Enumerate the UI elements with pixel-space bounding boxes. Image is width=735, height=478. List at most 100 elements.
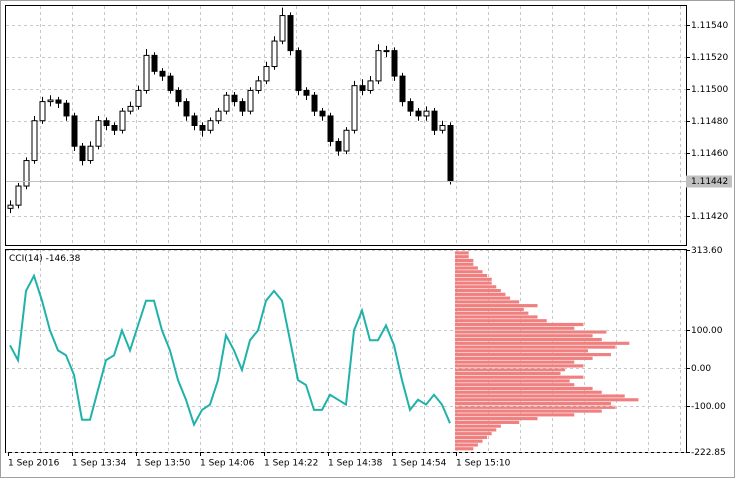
candle-body: [343, 129, 350, 152]
candle-body: [415, 110, 422, 117]
candle-body: [399, 75, 406, 103]
candle-body: [223, 94, 230, 112]
candle-body: [367, 80, 374, 91]
histogram-bar: [455, 345, 616, 349]
y-tick-label: 1.11480: [691, 117, 728, 127]
histogram-bar: [455, 390, 602, 394]
histogram-bar: [455, 349, 589, 353]
histogram-bar: [455, 300, 520, 304]
histogram-bar: [455, 281, 492, 285]
x-tick-label: 1 Sep 13:50: [136, 459, 191, 469]
candle-body: [87, 145, 94, 162]
histogram-bar: [455, 413, 575, 417]
y-tick-label: 1.11460: [691, 149, 728, 159]
indicator-name: CCI(14): [9, 254, 43, 264]
candle-body: [271, 40, 278, 68]
candle-body: [71, 115, 78, 147]
histogram-bar: [455, 258, 474, 263]
y-tick-label: -222.85: [691, 448, 726, 458]
histogram-bar: [455, 292, 506, 296]
histogram-bar: [455, 255, 469, 259]
histogram-bar: [455, 277, 492, 281]
histogram-bar: [455, 311, 529, 315]
x-tick-label: 1 Sep 15:10: [456, 459, 511, 469]
y-tick-label: 0.00: [691, 364, 711, 374]
candle-body: [151, 54, 158, 72]
candle-body: [199, 125, 206, 131]
candle-body: [159, 70, 166, 77]
candle-body: [327, 115, 334, 142]
histogram-bar: [455, 304, 538, 308]
histogram-bar: [455, 270, 483, 274]
histogram-bar: [455, 266, 478, 270]
histogram-bar: [455, 364, 584, 368]
histogram-bar: [455, 334, 593, 338]
histogram-bar: [455, 428, 497, 432]
candle-body: [303, 89, 310, 96]
candle-body: [207, 120, 214, 131]
histogram-bar: [455, 315, 538, 319]
x-tick-label: 1 Sep 14:38: [328, 459, 383, 469]
histogram-bar: [455, 296, 511, 300]
histogram-bar: [455, 368, 566, 372]
candle-body: [391, 50, 398, 77]
candle-body: [79, 145, 86, 162]
candle-body: [167, 75, 174, 91]
candle-body: [175, 89, 182, 103]
histogram-bar: [455, 251, 469, 255]
candle-body: [311, 94, 318, 112]
histogram-bar: [455, 356, 593, 360]
candle-body: [63, 102, 70, 117]
y-tick-label: 1.11420: [691, 212, 728, 222]
histogram-bar: [455, 424, 501, 428]
candle-body: [407, 101, 414, 112]
histogram-bar: [455, 409, 602, 413]
price-label-box: [686, 175, 732, 188]
price-label: 1.11442: [691, 177, 728, 187]
candle-body: [239, 101, 246, 112]
candle-body: [351, 85, 358, 131]
histogram-bar: [455, 401, 611, 406]
histogram-bar: [455, 432, 492, 436]
indicator-line: [9, 273, 451, 428]
candle-body: [183, 101, 190, 117]
x-tick-label: 1 Sep 14:22: [264, 459, 318, 469]
histogram-bar: [455, 417, 538, 421]
candle-body: [231, 94, 238, 103]
candle-body: [55, 99, 62, 104]
candle-body: [31, 120, 38, 162]
candle-body: [423, 110, 430, 117]
candle-body: [215, 110, 222, 122]
histogram-bar: [455, 319, 547, 323]
histogram-bar: [455, 379, 570, 383]
y-tick-label: 1.11520: [691, 53, 728, 63]
y-tick-label: 100.00: [691, 326, 723, 336]
candle-body: [375, 50, 382, 82]
candle-body: [247, 89, 254, 112]
histogram-bar: [455, 326, 575, 330]
candle-body: [383, 50, 390, 53]
candle-body: [191, 115, 198, 127]
y-tick-label: 1.11500: [691, 85, 728, 95]
candle-body: [279, 15, 286, 42]
histogram-bar: [455, 360, 575, 364]
candle-body: [143, 54, 150, 91]
histogram-bar: [455, 337, 602, 342]
candle-body: [95, 120, 102, 147]
candle-body: [7, 204, 14, 209]
histogram-bar: [455, 420, 520, 424]
histogram-bar: [455, 435, 488, 440]
y-tick-label: 313.60: [691, 246, 723, 256]
candle-body: [287, 15, 294, 52]
histogram-bar: [455, 262, 474, 266]
x-tick-label: 1 Sep 14:54: [392, 459, 447, 469]
histogram-bar: [455, 383, 575, 387]
candle-body: [335, 140, 342, 152]
candle-body: [255, 80, 262, 91]
candle-body: [119, 110, 126, 131]
x-tick-label: 1 Sep 14:06: [200, 459, 255, 469]
y-tick-label: -100.00: [691, 402, 726, 412]
y-tick-label: 1.11540: [691, 21, 728, 31]
candle-body: [295, 50, 302, 91]
